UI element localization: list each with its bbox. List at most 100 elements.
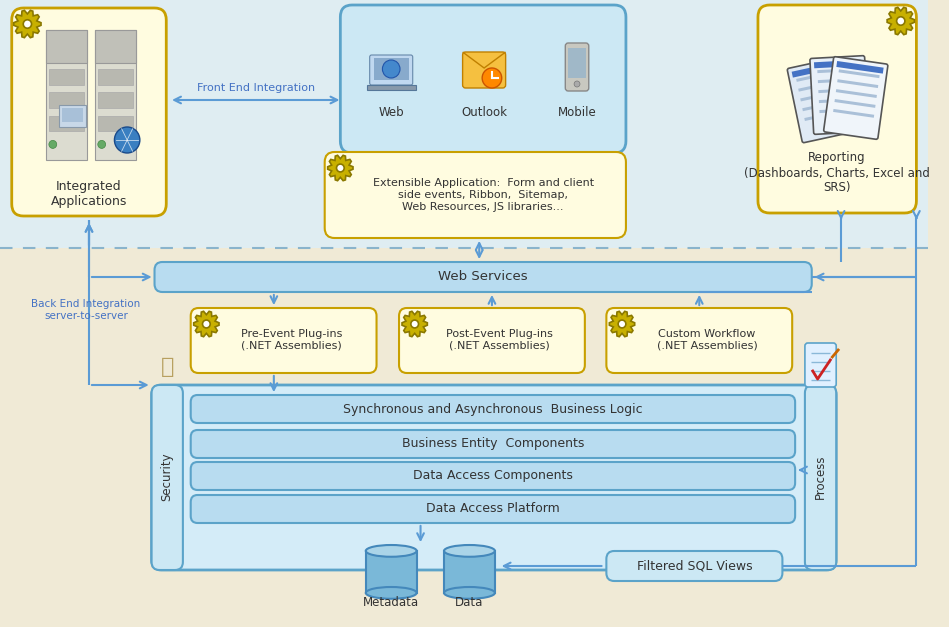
FancyBboxPatch shape — [155, 262, 811, 292]
Polygon shape — [327, 155, 353, 181]
Text: Business Entity  Components: Business Entity Components — [401, 438, 584, 451]
Circle shape — [411, 320, 419, 328]
Bar — [791, 61, 839, 78]
FancyBboxPatch shape — [758, 5, 917, 213]
Bar — [836, 89, 877, 98]
Bar — [818, 78, 859, 83]
Bar — [62, 108, 84, 122]
Text: Front End Integration: Front End Integration — [197, 83, 315, 93]
FancyBboxPatch shape — [191, 462, 795, 490]
Polygon shape — [609, 312, 635, 337]
Bar — [46, 30, 87, 63]
Bar — [800, 90, 841, 102]
Text: Filtered SQL Views: Filtered SQL Views — [637, 559, 753, 572]
Bar — [798, 80, 839, 92]
Circle shape — [337, 164, 344, 172]
Circle shape — [574, 81, 580, 87]
Bar — [805, 109, 845, 121]
Bar — [366, 85, 416, 90]
Bar — [0, 0, 928, 248]
Text: Mobile: Mobile — [558, 105, 596, 119]
Text: Web Services: Web Services — [438, 270, 528, 283]
Bar — [814, 60, 861, 68]
Bar — [817, 68, 859, 73]
Circle shape — [382, 60, 400, 78]
Bar — [836, 61, 884, 73]
Polygon shape — [402, 312, 427, 337]
FancyBboxPatch shape — [824, 56, 888, 139]
Bar — [568, 48, 586, 78]
Bar — [819, 98, 860, 103]
FancyBboxPatch shape — [152, 385, 836, 570]
FancyBboxPatch shape — [341, 5, 626, 153]
FancyBboxPatch shape — [399, 308, 585, 373]
Text: Integrated
Applications: Integrated Applications — [51, 180, 127, 208]
FancyBboxPatch shape — [11, 8, 166, 216]
Bar — [98, 116, 133, 132]
Bar — [59, 105, 86, 127]
Bar — [819, 108, 861, 113]
FancyBboxPatch shape — [788, 57, 856, 143]
Circle shape — [897, 17, 905, 25]
FancyBboxPatch shape — [566, 43, 588, 91]
Bar — [833, 109, 874, 118]
FancyBboxPatch shape — [191, 430, 795, 458]
Text: 🔑: 🔑 — [160, 357, 174, 377]
Text: Web: Web — [379, 105, 404, 119]
Text: Post-Event Plug-ins
(.NET Assemblies): Post-Event Plug-ins (.NET Assemblies) — [446, 329, 553, 350]
Ellipse shape — [365, 545, 417, 557]
Text: Security: Security — [160, 453, 174, 502]
Text: Custom Workflow
(.NET Assemblies): Custom Workflow (.NET Assemblies) — [657, 329, 757, 350]
Bar — [818, 88, 860, 93]
FancyBboxPatch shape — [805, 385, 836, 570]
Text: Pre-Event Plug-ins
(.NET Assemblies): Pre-Event Plug-ins (.NET Assemblies) — [241, 329, 343, 350]
Text: Process: Process — [814, 455, 828, 499]
Text: Reporting
(Dashboards, Charts, Excel and
SRS): Reporting (Dashboards, Charts, Excel and… — [744, 152, 930, 194]
Circle shape — [98, 140, 105, 149]
Bar — [98, 92, 133, 108]
Circle shape — [115, 127, 140, 153]
Bar — [802, 100, 843, 111]
Bar — [834, 99, 876, 108]
Polygon shape — [13, 10, 41, 38]
FancyBboxPatch shape — [606, 308, 792, 373]
Polygon shape — [194, 312, 219, 337]
Text: Metadata: Metadata — [363, 596, 419, 609]
FancyBboxPatch shape — [606, 551, 782, 581]
Bar — [98, 69, 133, 85]
Text: Outlook: Outlook — [461, 105, 507, 119]
FancyBboxPatch shape — [462, 52, 506, 88]
Circle shape — [49, 140, 57, 149]
FancyBboxPatch shape — [191, 495, 795, 523]
Bar — [444, 551, 494, 593]
Bar — [374, 58, 409, 80]
Text: Data Access Platform: Data Access Platform — [426, 502, 560, 515]
FancyBboxPatch shape — [370, 55, 413, 85]
Text: Synchronous and Asynchronous  Business Logic: Synchronous and Asynchronous Business Lo… — [344, 403, 642, 416]
Bar — [796, 70, 837, 82]
FancyBboxPatch shape — [152, 385, 183, 570]
Bar — [49, 116, 84, 132]
Polygon shape — [887, 8, 915, 34]
Bar — [49, 92, 84, 108]
Text: Data Access Components: Data Access Components — [413, 470, 573, 483]
Bar — [837, 79, 878, 88]
Bar — [365, 551, 417, 593]
FancyBboxPatch shape — [325, 152, 626, 238]
Bar — [95, 30, 136, 63]
FancyBboxPatch shape — [191, 308, 377, 373]
Circle shape — [618, 320, 625, 328]
Bar — [49, 69, 84, 85]
Circle shape — [482, 68, 502, 88]
Ellipse shape — [365, 587, 417, 599]
Bar — [46, 30, 87, 160]
FancyBboxPatch shape — [805, 343, 836, 387]
Bar — [839, 70, 880, 78]
Ellipse shape — [444, 545, 494, 557]
Ellipse shape — [444, 587, 494, 599]
FancyBboxPatch shape — [191, 395, 795, 423]
Text: Data: Data — [456, 596, 484, 609]
Text: Back End Integration
server-to-server: Back End Integration server-to-server — [31, 299, 140, 321]
Circle shape — [202, 320, 211, 328]
Circle shape — [23, 20, 31, 28]
